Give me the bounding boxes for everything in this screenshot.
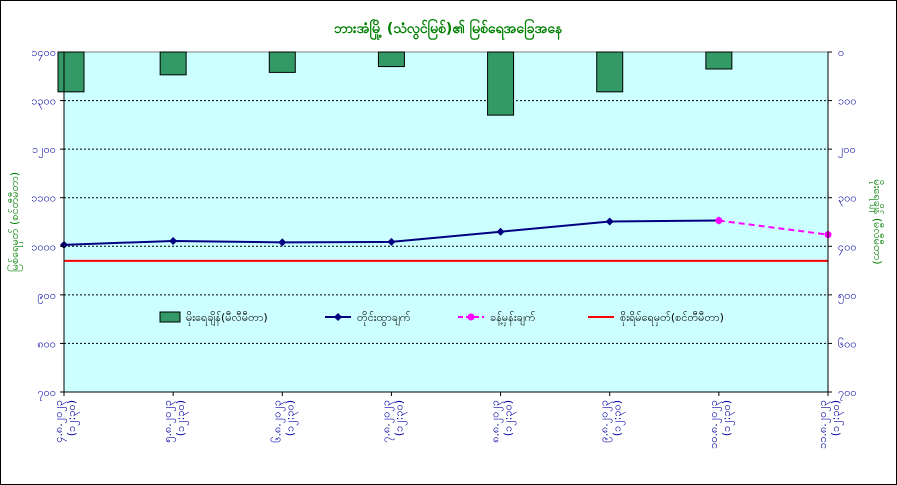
water-level-lines — [60, 216, 832, 249]
rainfall-bar — [377, 51, 405, 68]
x-tick-label: (၁၂:၃၀) — [502, 400, 517, 436]
x-tick-label: ၅.၈.၂၀၂၃ — [161, 400, 176, 443]
legend-label: စိုးရိမ်ရေမှတ်(စင်တီမီတာ) — [620, 311, 724, 326]
x-tick-label: (၁၂:၃၀) — [720, 400, 735, 436]
left-tick-label: ၁၁၀၀ — [31, 192, 56, 205]
axes: ၇၀၀ ၈၀၀ ၉၀၀ ၁၀၀၀ ၁၁၀၀ ၁၂၀၀ ၁၃၀၀ ၁၄၀၀ ၀၁၀၀၂၀၀၃၀၀၄… — [31, 46, 856, 449]
forecast-point — [715, 217, 723, 225]
rainfall-bar — [596, 51, 624, 93]
x-tick-label: (၁၂:၃၀) — [174, 400, 189, 436]
x-tick-label-group: ၁၀.၈.၂၀၂၃ (၁၂:၃၀) — [707, 400, 735, 449]
left-tick-label: ၁၃၀၀ — [31, 95, 56, 110]
x-tick-label-group: ၆.၈.၂၀၂၃ (၁၂:၃၀) — [270, 400, 298, 443]
x-tick-label: ၄.၈.၂၀၂၃ — [52, 400, 67, 443]
legend-marker — [334, 313, 342, 321]
right-tick-label: ၂၀၀ — [838, 143, 856, 158]
rainfall-bar — [487, 51, 515, 116]
legend-label: ခန့်မှန်းချက် — [490, 311, 536, 326]
x-tick-label-group: ၁၁.၈.၂၀၂၃ (၁၂:၃၀) — [816, 400, 844, 449]
x-tick-label: ၈.၈.၂၀၂၃ — [489, 400, 504, 443]
observed-point — [169, 236, 178, 245]
x-tick-label-group: ၈.၈.၂၀၂၃ (၁၂:၃၀) — [489, 400, 517, 443]
left-axis-title: မြစ်ရေမှတ် (စင်တီမီတာ) — [7, 172, 23, 272]
left-tick-label: ၁၀၀၀ — [31, 240, 56, 253]
right-tick-label: ၀ — [838, 46, 844, 59]
x-tick-label: ၇.၈.၂၀၂၃ — [379, 400, 394, 443]
x-tick-label: (၁၂:၃၀) — [392, 400, 407, 436]
observed-point — [387, 237, 396, 246]
x-tick-label-group: ၉.၈.၂၀၂၃ (၁၂:၃၀) — [598, 400, 626, 443]
left-tick-label: ၈၀၀ — [37, 337, 56, 350]
rainfall-bar — [57, 51, 85, 93]
legend: မိုးရေချိန်(မီလီမီတာ) တိုင်းထွာချက် ခန့်မှ… — [159, 311, 724, 326]
right-tick-label: ၄၀၀ — [838, 240, 857, 255]
x-tick-label: (၁၂:၃၀) — [65, 400, 80, 436]
observed-point — [278, 238, 287, 247]
x-tick-label: ၁၀.၈.၂၀၂၃ — [707, 400, 722, 449]
left-tick-label: ၉၀၀ — [37, 289, 56, 304]
rainfall-bar — [268, 51, 296, 73]
right-tick-label: ၇၀၀ — [838, 386, 857, 401]
left-tick-label: ၁၂၀၀ — [32, 143, 56, 158]
gridlines — [64, 100, 828, 344]
chart-title: ဘားအံမြို့ (သံလွင်မြစ်)၏ မြစ်ရေအခြေအနေ — [334, 19, 563, 40]
legend-marker — [467, 313, 475, 321]
observed-point — [605, 217, 614, 226]
x-tick-label-group: ၄.၈.၂၀၂၃ (၁၂:၃၀) — [52, 400, 80, 443]
x-tick-label: ၁၁.၈.၂၀၂၃ — [816, 400, 831, 449]
rainfall-bars — [57, 51, 733, 116]
left-tick-label: ၁၄၀၀ — [31, 46, 56, 61]
legend-label: မိုးရေချိန်(မီလီမီတာ) — [186, 311, 268, 326]
x-tick-label: (၁၂:၃၀) — [611, 400, 626, 436]
x-tick-label: (၁၂:၃၀) — [829, 400, 844, 436]
rainfall-bar — [159, 51, 187, 76]
rainfall-bar — [705, 51, 733, 70]
right-axis-title: မိုးရေချိန် (မီလီမီတာ) — [869, 179, 884, 264]
right-tick-label: ၁၀၀ — [838, 95, 857, 108]
right-tick-label: ၆၀၀ — [838, 337, 857, 350]
legend-swatch — [159, 311, 181, 323]
legend-label: တိုင်းထွာချက် — [357, 311, 411, 326]
left-tick-label: ၇၀၀ — [37, 386, 56, 401]
observed-point — [496, 227, 505, 236]
forecast-line — [718, 219, 829, 236]
x-tick-label-group: ၅.၈.၂၀၂၃ (၁၂:၃၀) — [161, 400, 189, 443]
x-tick-label-group: ၇.၈.၂၀၂၃ (၁၂:၃၀) — [379, 400, 407, 443]
plot-area — [63, 51, 829, 393]
x-tick-label: ၉.၈.၂၀၂၃ — [598, 400, 613, 443]
x-tick-label: (၁၂:၃၀) — [283, 400, 298, 436]
x-tick-label: ၆.၈.၂၀၂၃ — [270, 400, 285, 443]
right-tick-label: ၃၀၀ — [838, 192, 857, 207]
right-tick-label: ၅၀၀ — [838, 289, 857, 304]
